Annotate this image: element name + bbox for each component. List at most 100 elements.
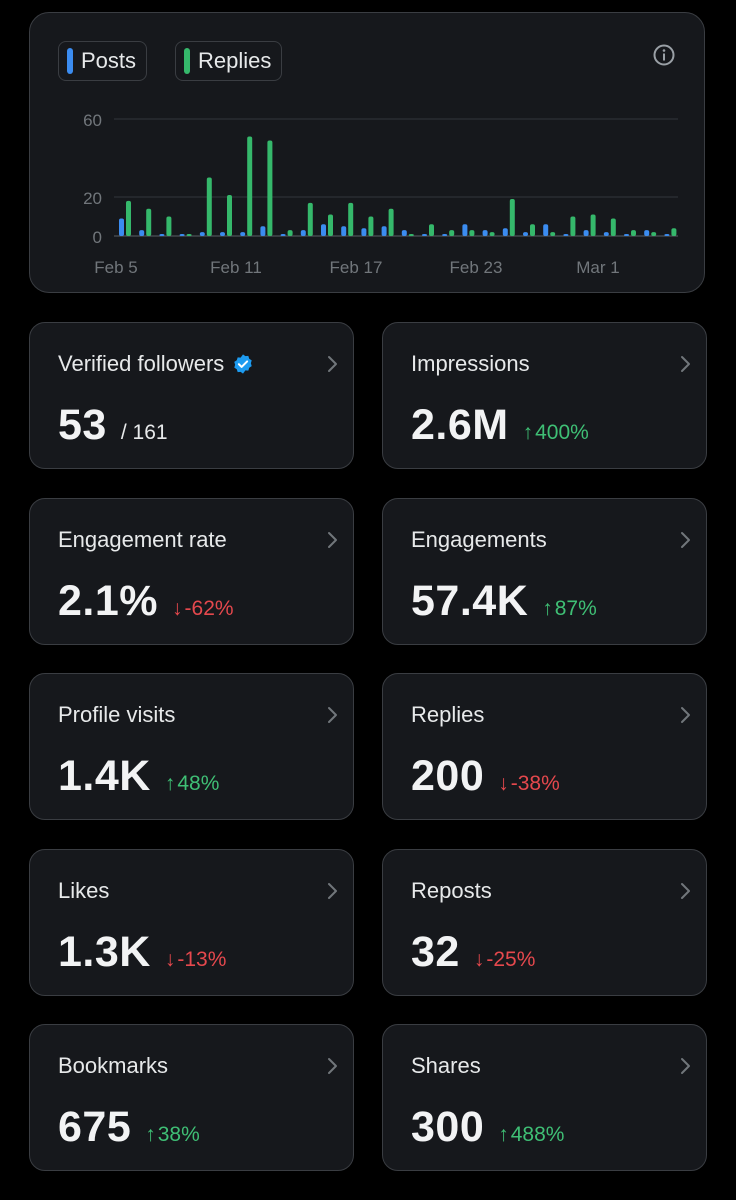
replies-bar <box>368 216 374 236</box>
posts-bar <box>361 228 367 236</box>
x-tick-label: Feb 5 <box>94 258 137 277</box>
chevron-right-icon <box>681 356 690 372</box>
replies-swatch <box>184 48 191 74</box>
stat-value-row: 53 / 161 <box>58 401 168 450</box>
replies-bar <box>469 230 475 236</box>
replies-bar <box>530 224 535 236</box>
stat-value-row: 1.4K ↑ 48% <box>58 752 219 801</box>
posts-bar <box>260 226 266 236</box>
posts-bar <box>442 234 448 236</box>
arrow-up-icon: ↑ <box>164 772 176 795</box>
arrow-up-icon: ↑ <box>145 1123 156 1146</box>
replies-bar <box>671 228 677 236</box>
x-tick-label: Mar 1 <box>576 258 619 277</box>
stat-value-row: 1.3K ↓ -13% <box>58 928 226 977</box>
stat-change: ↓ -25% <box>474 948 536 972</box>
stat-card-shares[interactable]: Shares 300 ↑ 488% <box>382 1024 707 1171</box>
stat-label-text: Profile visits <box>58 702 176 727</box>
replies-bar <box>570 216 576 236</box>
posts-bar <box>543 224 549 236</box>
replies-bar <box>328 214 333 236</box>
posts-bar <box>179 234 185 236</box>
chevron-right-icon <box>681 883 690 899</box>
stat-change: ↑ 488% <box>498 1123 564 1147</box>
replies-bar <box>166 216 172 236</box>
posts-bar <box>563 234 569 236</box>
replies-bar <box>227 195 232 236</box>
stat-label: Likes <box>58 878 109 904</box>
chevron-right-icon <box>328 1058 337 1074</box>
posts-bar <box>583 230 589 236</box>
stat-card-replies[interactable]: Replies 200 ↓ -38% <box>382 673 707 820</box>
stat-label: Profile visits <box>58 702 175 728</box>
stat-label-text: Bookmarks <box>58 1053 169 1078</box>
stat-card-profile-visits[interactable]: Profile visits 1.4K ↑ 48% <box>29 673 354 820</box>
stat-label: Replies <box>411 702 484 728</box>
stat-label: Bookmarks <box>58 1053 168 1079</box>
legend-replies-toggle[interactable]: Replies <box>175 41 283 81</box>
chevron-right-icon <box>328 883 337 899</box>
stat-value-row: 57.4K ↑ 87% <box>411 577 597 626</box>
chart-legend: Posts Replies <box>58 41 283 81</box>
stat-value-row: 200 ↓ -38% <box>411 752 560 801</box>
stat-change: ↓ -13% <box>165 948 227 972</box>
replies-bar <box>408 234 414 236</box>
posts-bar <box>159 234 165 236</box>
arrow-up-icon: ↑ <box>498 1123 509 1146</box>
arrow-up-icon: ↑ <box>542 597 553 620</box>
stat-value-row: 32 ↓ -25% <box>411 928 535 977</box>
stat-card-engagement-rate[interactable]: Engagement rate 2.1% ↓ -62% <box>29 498 354 645</box>
legend-posts-toggle[interactable]: Posts <box>58 41 148 81</box>
stat-value-row: 2.1% ↓ -62% <box>58 577 234 626</box>
stat-label-text: Engagements <box>411 527 547 552</box>
posts-bar <box>482 230 488 236</box>
stat-card-bookmarks[interactable]: Bookmarks 675 ↑ 38% <box>29 1024 354 1171</box>
posts-bar <box>664 234 670 236</box>
replies-bar <box>267 140 273 236</box>
posts-bar <box>300 230 306 236</box>
replies-bar <box>348 202 354 236</box>
stat-value: 53 <box>58 401 107 449</box>
arrow-down-icon: ↓ <box>473 948 485 971</box>
replies-bar <box>509 198 515 236</box>
posts-bar <box>280 234 286 236</box>
stat-change-percent: -25% <box>486 948 536 971</box>
stat-card-reposts[interactable]: Reposts 32 ↓ -25% <box>382 849 707 996</box>
replies-bar <box>307 202 313 236</box>
stat-total: / 161 <box>120 421 168 444</box>
replies-bar <box>206 177 212 236</box>
stat-label-text: Reposts <box>411 878 492 903</box>
stat-card-engagements[interactable]: Engagements 57.4K ↑ 87% <box>382 498 707 645</box>
info-icon[interactable] <box>652 43 676 67</box>
stat-change: ↑ 38% <box>145 1123 200 1147</box>
chevron-right-icon <box>328 356 337 372</box>
chevron-right-icon <box>328 707 337 723</box>
replies-bar <box>651 232 657 236</box>
stat-change: ↑ 87% <box>542 597 597 621</box>
chevron-right-icon <box>328 532 337 548</box>
posts-bar <box>422 234 427 236</box>
stat-card-impressions[interactable]: Impressions 2.6M ↑ 400% <box>382 322 707 469</box>
stat-value: 57.4K <box>411 577 529 625</box>
replies-bar <box>610 218 616 236</box>
replies-bar <box>429 224 434 236</box>
y-tick-label: 0 <box>93 228 102 247</box>
posts-bar <box>462 224 468 236</box>
posts-bar <box>401 230 407 236</box>
stat-value-row: 675 ↑ 38% <box>58 1103 200 1152</box>
stat-card-likes[interactable]: Likes 1.3K ↓ -13% <box>29 849 354 996</box>
stat-label: Verified followers <box>58 351 254 377</box>
replies-bar <box>186 234 192 236</box>
x-tick-label: Feb 17 <box>330 258 383 277</box>
arrow-down-icon: ↓ <box>164 948 176 971</box>
posts-bar <box>220 232 225 236</box>
replies-bar <box>247 136 253 236</box>
posts-bar <box>523 232 528 236</box>
x-tick-label: Feb 11 <box>210 258 262 277</box>
posts-bar <box>139 230 145 236</box>
replies-bar <box>449 230 455 236</box>
stat-card-verified-followers[interactable]: Verified followers 53 / 161 <box>29 322 354 469</box>
x-tick-label: Feb 23 <box>450 258 503 277</box>
stat-change: ↓ -62% <box>172 597 234 621</box>
replies-bar <box>126 200 131 236</box>
